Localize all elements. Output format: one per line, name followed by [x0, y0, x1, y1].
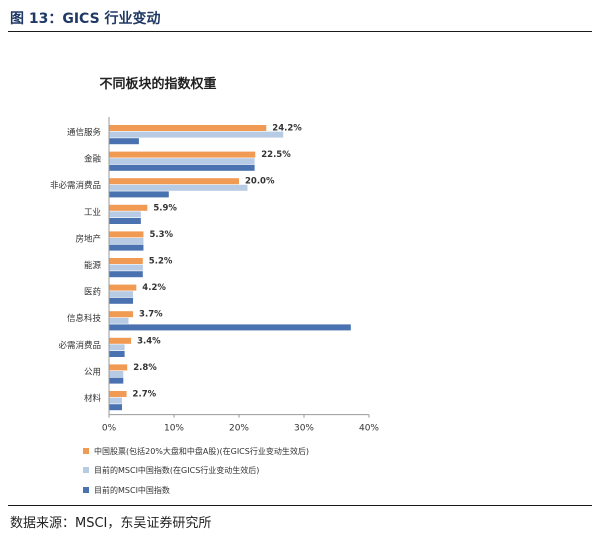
bar-series-1: [109, 258, 143, 264]
bar-series-2: [109, 291, 134, 298]
data-label: 3.7%: [139, 310, 163, 320]
category-label: 材料: [84, 393, 102, 404]
legend-swatch-1: [83, 448, 89, 454]
bar-series-2: [109, 131, 284, 138]
bar-series-1: [109, 391, 127, 397]
legend-label-3: 目前的MSCI中国指数: [94, 485, 170, 495]
bar-series-1: [109, 178, 239, 185]
legend-label-2: 目前的MSCI中国指数(在GICS行业变动生效后): [94, 465, 259, 475]
data-label: 20.0%: [245, 177, 275, 187]
bar-series-3: [109, 164, 255, 171]
figure-title: 图 13：GICS 行业变动: [10, 11, 161, 27]
legend-swatch-2: [83, 467, 89, 473]
category-label: 医药: [84, 287, 101, 298]
data-label: 4.2%: [142, 283, 166, 293]
bar-series-3: [109, 377, 124, 384]
bar-series-2: [109, 371, 124, 377]
category-label: 信息科技: [67, 313, 102, 324]
legend-swatch-3: [83, 487, 89, 493]
bar-series-2: [109, 317, 129, 324]
category-label: 通信服务: [67, 127, 102, 138]
bar-series-3: [109, 271, 143, 278]
data-label: 2.7%: [133, 390, 157, 400]
data-label: 5.2%: [149, 257, 173, 267]
category-label: 必需消费品: [58, 340, 101, 351]
bar-series-2: [109, 397, 122, 404]
category-label: 非必需消费品: [50, 180, 101, 191]
category-label: 工业: [84, 207, 101, 218]
data-label: 24.2%: [272, 124, 302, 134]
data-label: 5.9%: [153, 203, 177, 213]
data-label: 22.5%: [261, 150, 291, 160]
bar-series-1: [109, 151, 256, 158]
x-tick-label: 10%: [164, 424, 184, 434]
bar-series-2: [109, 158, 255, 165]
bar-series-3: [109, 191, 169, 198]
chart-title: 不同板块的指数权重: [99, 76, 216, 92]
bar-series-1: [109, 231, 144, 238]
bar-chart: 不同板块的指数权重 24.2% 22.5% 20.0% 5.9% 5.3% 5.2% 4.2…: [50, 76, 379, 495]
top-rule: [8, 31, 592, 32]
data-label: 2.8%: [133, 363, 157, 373]
source-note: 数据来源：MSCI，东吴证券研究所: [10, 516, 212, 531]
bottom-rule: [8, 505, 592, 506]
category-label: 公用: [84, 367, 101, 377]
bar-series-1: [109, 125, 267, 131]
bar-series-2: [109, 264, 143, 271]
bar-series-2: [109, 238, 144, 244]
bar-series-2: [109, 184, 248, 191]
x-tick-label: 40%: [359, 424, 379, 434]
category-label: 金融: [84, 154, 102, 165]
bar-series-1: [109, 337, 132, 344]
bar-series-3: [109, 404, 122, 411]
bar-series-3: [109, 138, 139, 145]
bar-series-1: [109, 311, 134, 318]
x-tick-label: 0%: [102, 424, 117, 434]
category-label: 能源: [84, 260, 102, 271]
bar-series-3: [109, 324, 351, 331]
x-tick-label: 30%: [294, 424, 314, 434]
bar-series-1: [109, 284, 137, 291]
data-label: 3.4%: [137, 336, 161, 346]
bar-series-3: [109, 351, 125, 357]
bar-series-1: [109, 364, 128, 371]
category-label: 房地产: [75, 233, 101, 244]
bar-series-3: [109, 218, 141, 224]
bar-series-1: [109, 204, 148, 211]
data-label: 5.3%: [149, 230, 173, 240]
bar-series-3: [109, 297, 134, 304]
bar-series-3: [109, 244, 144, 251]
legend-label-1: 中国股票(包括20%大盘和中盘A股)(在GICS行业变动生效后): [94, 446, 309, 456]
bar-series-2: [109, 211, 141, 218]
bar-series-2: [109, 344, 125, 351]
x-tick-label: 20%: [229, 424, 249, 434]
